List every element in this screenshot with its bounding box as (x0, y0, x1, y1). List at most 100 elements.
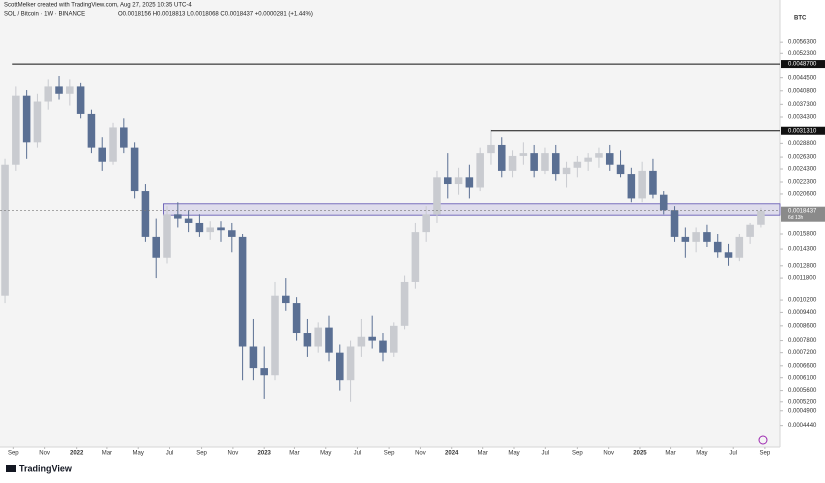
x-tick-label: May (508, 451, 519, 457)
y-tick-label: 0.0037300 (788, 102, 817, 108)
x-tick-label: Nov (228, 451, 239, 457)
candle-body (390, 325, 398, 353)
candle-body (703, 232, 711, 242)
y-tick-label: 0.0052300 (788, 51, 817, 57)
candle-body (422, 214, 430, 233)
x-tick-label: Sep (8, 451, 19, 457)
y-tick-label: 0.0028800 (788, 141, 817, 147)
y-tick-label: 0.0012800 (788, 263, 817, 269)
x-tick-label: Mar (478, 451, 488, 457)
candle-body (195, 222, 204, 233)
candle-body (130, 147, 139, 192)
y-tick-label: 0.0005600 (788, 388, 817, 394)
x-tick-label: Mar (665, 451, 675, 457)
y-tick-label: 0.0011800 (788, 276, 817, 282)
logo: TradingView (6, 463, 73, 473)
candle-body (605, 153, 614, 165)
candle-body (551, 153, 560, 175)
candle-body (87, 113, 96, 148)
candle-body (303, 333, 312, 347)
candle-body (659, 194, 668, 211)
x-tick-label: Jul (541, 451, 549, 457)
logo-mark (6, 465, 16, 472)
y-tick-label: 0.0040800 (788, 88, 817, 94)
level-label-box (781, 126, 825, 135)
x-tick-label: 2024 (445, 451, 459, 457)
candle-body (33, 101, 42, 143)
candle-body (541, 153, 549, 171)
candle-body (616, 164, 625, 175)
x-tick-label: Sep (196, 451, 207, 457)
candle-body (519, 153, 528, 156)
candle-body (670, 210, 679, 237)
alert-icon[interactable] (758, 435, 768, 445)
y-tick-label: 0.0024300 (788, 167, 817, 173)
candle-body (109, 127, 117, 162)
candle-body (497, 144, 506, 171)
candle-body (584, 157, 592, 162)
candle-body (746, 224, 754, 237)
candle-body (530, 153, 538, 171)
y-tick-label: 0.0004900 (788, 408, 817, 414)
y-tick-label: 0.0015800 (788, 232, 817, 238)
candle-body (487, 144, 495, 154)
candle-body (152, 236, 160, 258)
y-tick-label: 0.0056300 (788, 40, 817, 46)
symbol: SOL / Bitcoin · 1W · BINANCE (4, 12, 85, 18)
candle-body (120, 127, 128, 148)
candle-body (465, 177, 474, 188)
candle-body (433, 177, 441, 215)
candle-body (238, 236, 247, 347)
candle-body (141, 191, 150, 237)
x-tick-label: 2023 (258, 451, 272, 457)
y-tick-label: 0.0026300 (788, 155, 817, 161)
candle-body (292, 303, 301, 334)
x-tick-label: 2025 (633, 451, 647, 457)
candle-body (757, 211, 765, 225)
y-tick-label: 0.0044500 (788, 75, 817, 81)
currency: BTC (794, 16, 807, 22)
candle-body (368, 336, 376, 341)
candle-body (55, 86, 63, 94)
y-tick-label: 0.0007800 (788, 338, 817, 344)
x-tick-label: 2022 (70, 451, 84, 457)
candle-body (12, 95, 20, 165)
x-tick-label: Mar (289, 451, 299, 457)
last-price-label: 0.0018437 (788, 208, 817, 214)
candle-body (692, 232, 700, 242)
y-tick-label: 0.0008600 (788, 323, 817, 329)
candle-body (573, 161, 582, 168)
candle-body (411, 232, 420, 282)
x-tick-label: Sep (384, 451, 395, 457)
level-label-box (781, 60, 825, 69)
level-label: 0.0048700 (788, 62, 817, 68)
y-tick-label: 0.0020600 (788, 192, 817, 198)
candle-body (98, 147, 107, 162)
candle-body (443, 177, 452, 185)
candle-body (206, 227, 214, 233)
x-tick-label: Sep (572, 451, 583, 457)
plot-background (0, 0, 780, 447)
candle-body (336, 352, 344, 381)
candle-body (1, 164, 9, 296)
candle-body (174, 214, 182, 219)
candle-body (249, 346, 258, 369)
candle-body (476, 153, 484, 188)
y-tick-label: 0.0022300 (788, 180, 817, 186)
x-tick-label: Nov (415, 451, 426, 457)
x-tick-label: Nov (39, 451, 50, 457)
x-tick-label: Jul (354, 451, 362, 457)
logo-text: TradingView (19, 463, 73, 473)
y-tick-label: 0.0006600 (788, 363, 817, 369)
x-tick-label: Sep (760, 451, 771, 457)
candle-body (228, 230, 236, 237)
candle-body (638, 170, 646, 199)
candle-body (271, 295, 279, 376)
candle-body (649, 170, 657, 195)
y-tick-label: 0.0034300 (788, 115, 817, 121)
y-tick-label: 0.0007200 (788, 350, 817, 356)
candle-body (44, 86, 53, 102)
candle-body (217, 227, 225, 231)
candle-body (627, 174, 636, 199)
